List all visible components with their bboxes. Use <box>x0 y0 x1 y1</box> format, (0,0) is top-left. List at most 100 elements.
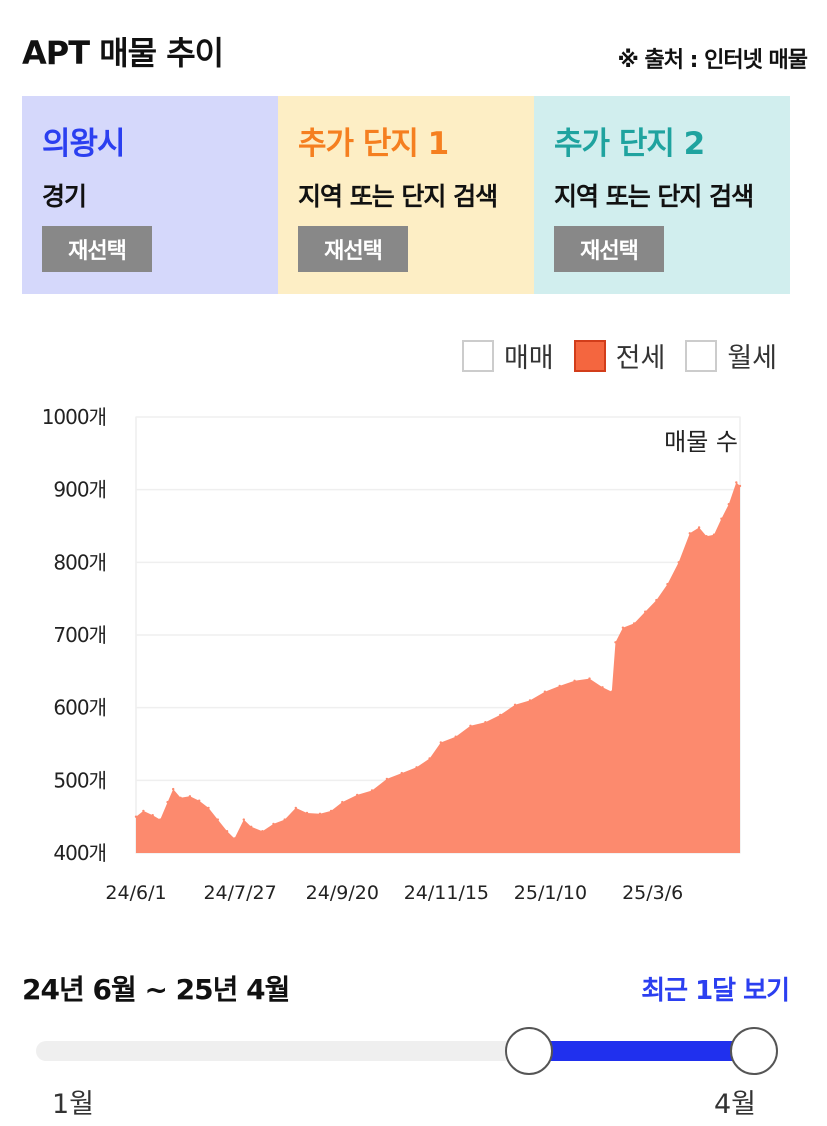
data-point <box>697 526 701 529</box>
checkbox-icon[interactable] <box>573 339 606 372</box>
data-point <box>528 699 532 702</box>
region-name: 추가 단지 2 <box>554 126 705 162</box>
data-point <box>677 561 680 564</box>
data-point <box>318 812 322 815</box>
range-end-handle[interactable] <box>730 1027 778 1075</box>
data-point <box>294 806 297 810</box>
data-point <box>720 517 723 520</box>
region-name: 의왕시 <box>42 126 126 162</box>
region-card-main[interactable]: 의왕시 경기 재선택 <box>22 96 278 294</box>
x-tick-label: 24/9/20 <box>306 882 379 904</box>
data-point <box>601 686 604 689</box>
header: APT 매물 추이 ※ 출처 : 인터넷 매물 <box>22 28 808 73</box>
data-point <box>166 800 169 804</box>
legend-item-jeonse[interactable]: 전세 <box>573 336 666 375</box>
y-tick-label: 1000개 <box>42 405 106 429</box>
data-point <box>370 789 374 792</box>
data-point <box>644 610 647 613</box>
data-point <box>428 757 431 760</box>
recent-month-link[interactable]: 최근 1달 보기 <box>641 976 790 1006</box>
legend-label: 월세 <box>727 343 777 374</box>
region-card-extra-1[interactable]: 추가 단지 1 지역 또는 단지 검색 재선택 <box>278 96 534 294</box>
data-point <box>261 830 264 833</box>
data-point <box>513 703 517 706</box>
range-title: 24년 6월 ~ 25년 4월 <box>22 973 290 1006</box>
range-slider-fill <box>529 1041 754 1061</box>
data-point <box>621 626 625 629</box>
jeonse-area <box>136 482 740 853</box>
data-point <box>233 837 236 840</box>
region-subtitle: 지역 또는 단지 검색 <box>298 182 498 211</box>
data-point <box>610 690 613 693</box>
data-point <box>142 809 145 813</box>
data-point <box>688 532 691 535</box>
data-point <box>134 815 138 818</box>
data-point <box>454 735 457 738</box>
page-title: APT 매물 추이 <box>22 34 224 72</box>
data-point <box>188 795 192 798</box>
data-point <box>735 481 738 484</box>
data-point <box>655 598 658 602</box>
x-tick-label: 25/3/6 <box>622 882 683 904</box>
data-point <box>666 582 669 586</box>
data-point <box>179 796 182 799</box>
data-point <box>727 503 730 506</box>
data-point <box>632 622 636 625</box>
data-point <box>439 741 442 744</box>
range-start-handle[interactable] <box>505 1027 554 1075</box>
data-point <box>207 806 210 810</box>
chart-legend: 매매 전세 월세 <box>442 336 777 375</box>
data-point <box>469 724 472 727</box>
reselect-button[interactable]: 재선택 <box>554 226 664 272</box>
data-point <box>341 800 344 804</box>
data-point <box>499 713 502 717</box>
y-tick-label: 600개 <box>53 696 106 720</box>
data-point <box>159 818 162 821</box>
data-point <box>484 721 487 724</box>
x-tick-label: 25/1/10 <box>514 882 587 904</box>
data-point <box>588 677 591 680</box>
data-point <box>250 825 253 828</box>
x-tick-label: 24/6/1 <box>105 882 166 904</box>
range-max-label: 4월 <box>714 1089 757 1120</box>
x-tick-label: 24/11/15 <box>404 882 489 904</box>
region-name: 추가 단지 1 <box>298 126 449 162</box>
data-point <box>283 818 286 821</box>
data-point <box>543 690 547 693</box>
series-label: 매물 수 <box>664 428 738 456</box>
data-point <box>198 799 201 802</box>
legend-label: 매매 <box>503 343 554 374</box>
y-tick-label: 800개 <box>53 550 106 574</box>
checkbox-icon[interactable] <box>461 339 494 372</box>
data-point <box>242 818 245 821</box>
reselect-button[interactable]: 재선택 <box>42 226 152 272</box>
region-subtitle: 지역 또는 단지 검색 <box>554 182 754 211</box>
source-note: ※ 출처 : 인터넷 매물 <box>617 48 808 73</box>
region-subtitle: 경기 <box>42 182 87 211</box>
data-point <box>558 684 561 688</box>
legend-item-monthly[interactable]: 월세 <box>685 336 777 375</box>
data-point <box>738 484 742 488</box>
data-point <box>151 814 154 817</box>
data-point <box>415 766 418 769</box>
y-tick-label: 400개 <box>53 841 106 865</box>
data-point <box>400 771 403 775</box>
legend-label: 전세 <box>615 343 666 374</box>
range-min-label: 1월 <box>52 1089 95 1120</box>
legend-item-sale[interactable]: 매매 <box>461 336 554 375</box>
data-point <box>614 641 617 644</box>
data-point <box>385 777 389 781</box>
region-card-extra-2[interactable]: 추가 단지 2 지역 또는 단지 검색 재선택 <box>534 96 790 294</box>
data-point <box>329 809 333 813</box>
data-point <box>216 818 219 821</box>
checkbox-icon[interactable] <box>685 339 718 372</box>
region-cards: 의왕시 경기 재선택 추가 단지 1 지역 또는 단지 검색 재선택 추가 단지… <box>22 96 790 294</box>
data-point <box>712 533 716 536</box>
data-point <box>705 535 708 538</box>
data-point <box>272 822 275 826</box>
data-point <box>172 787 175 791</box>
y-tick-label: 900개 <box>53 478 106 502</box>
reselect-button[interactable]: 재선택 <box>298 226 408 272</box>
x-tick-label: 24/7/27 <box>203 882 276 904</box>
